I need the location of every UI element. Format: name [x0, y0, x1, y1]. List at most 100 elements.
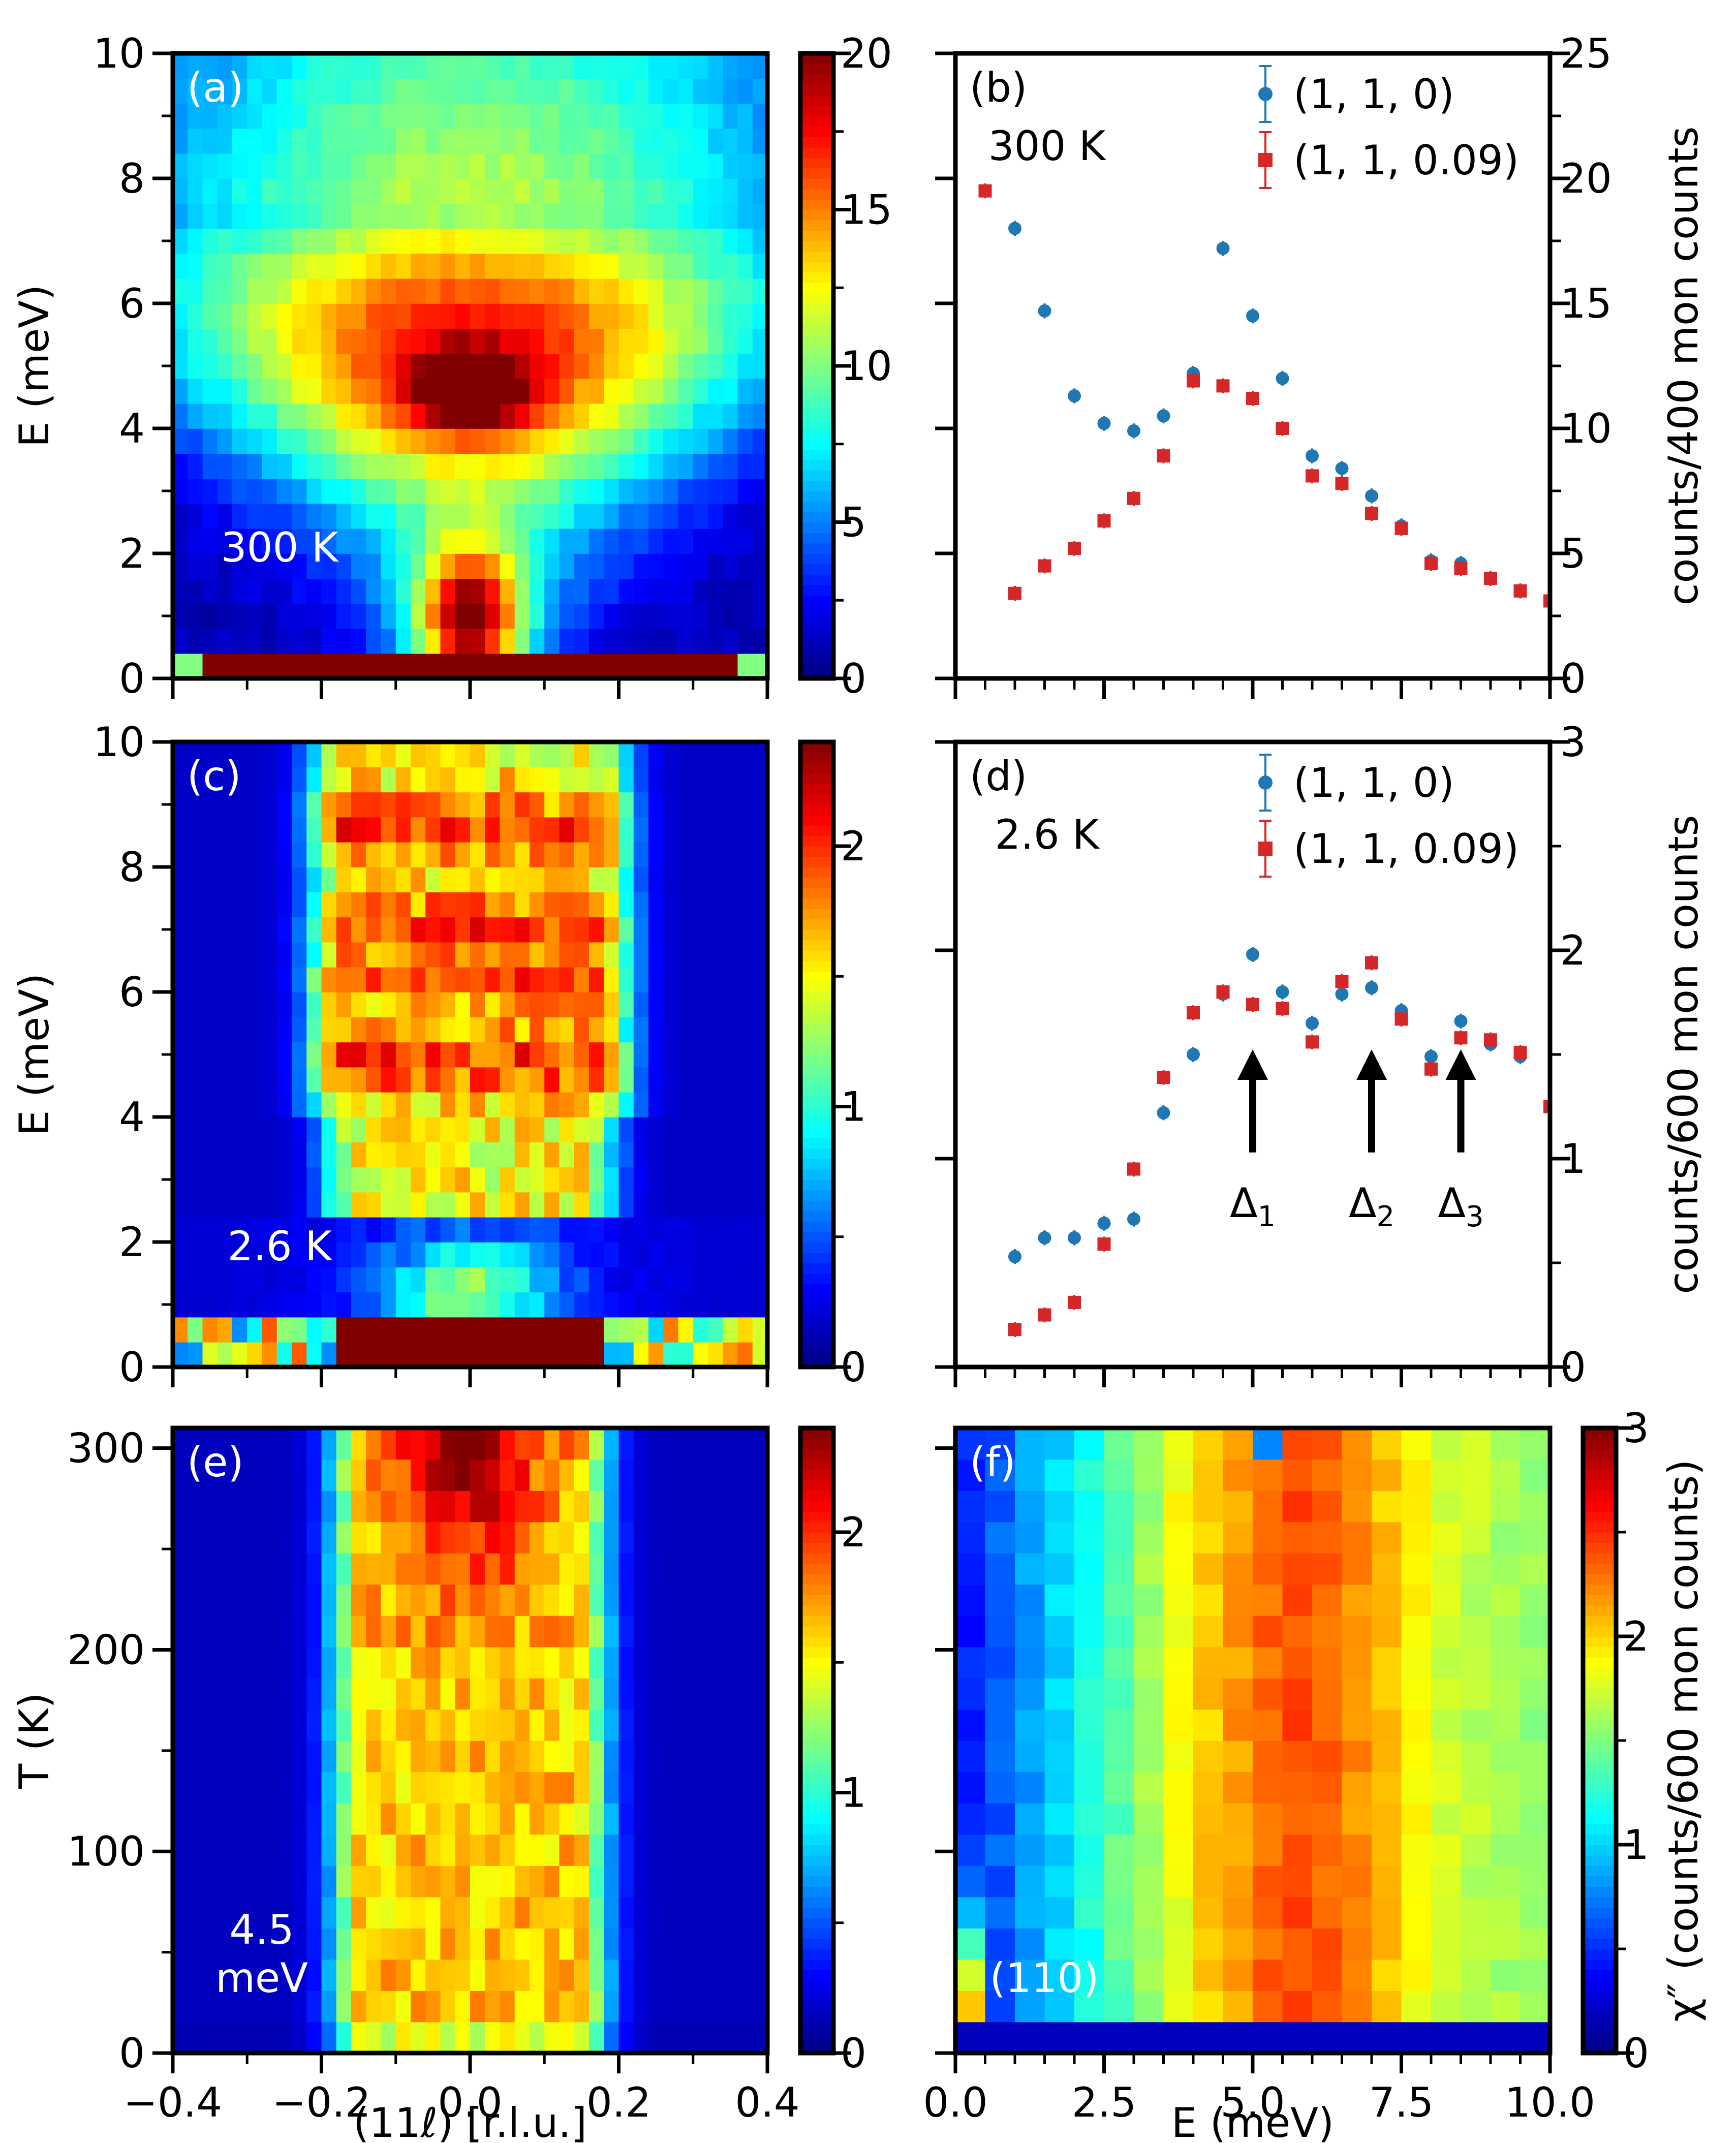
- heatmap-cell: [1015, 1803, 1045, 1835]
- heatmap-cell: [336, 153, 352, 179]
- heatmap-cell: [1253, 1678, 1283, 1710]
- heatmap-cell: [173, 1991, 189, 2023]
- energy-annotation-unit: meV: [215, 1954, 308, 2002]
- heatmap-cell: [1312, 1741, 1343, 1773]
- heatmap-cell: [306, 1242, 322, 1267]
- heatmap-cell: [217, 1991, 233, 2023]
- heatmap-cell: [633, 628, 649, 654]
- heatmap-cell: [232, 967, 248, 992]
- heatmap-cell: [395, 1803, 411, 1835]
- heatmap-cell: [1223, 1490, 1253, 1523]
- heatmap-cell: [633, 153, 649, 179]
- heatmap-cell: [589, 1678, 605, 1710]
- heatmap-cell: [262, 328, 277, 354]
- heatmap-cell: [633, 178, 649, 204]
- colorbar-swatch: [800, 1480, 833, 1491]
- heatmap-cell: [693, 967, 708, 992]
- heatmap-cell: [232, 1317, 248, 1343]
- heatmap-cell: [559, 578, 575, 604]
- heatmap-cell: [411, 1242, 426, 1267]
- heatmap-cell: [1193, 1428, 1224, 1460]
- heatmap-cell: [351, 1117, 367, 1142]
- heatmap-cell: [292, 1117, 307, 1142]
- heatmap-cell: [440, 1042, 456, 1068]
- heatmap-cell: [604, 1928, 619, 1960]
- heatmap-cell: [455, 578, 471, 604]
- heatmap-cell: [395, 742, 411, 767]
- heatmap-cell: [618, 1959, 634, 1991]
- heatmap-cell: [485, 1067, 501, 1093]
- heatmap-cell: [985, 1897, 1015, 1929]
- heatmap-cell: [514, 1616, 530, 1648]
- heatmap-cell: [678, 1647, 694, 1679]
- heatmap-cell: [336, 1928, 352, 1960]
- heatmap-cell: [395, 178, 411, 204]
- heatmap-cell: [574, 1647, 590, 1679]
- heatmap-cell: [1491, 1897, 1521, 1929]
- heatmap-cell: [217, 1342, 233, 1368]
- heatmap-cell: [500, 428, 515, 454]
- heatmap-cell: [589, 1317, 605, 1343]
- heatmap-cell: [1461, 1803, 1491, 1835]
- heatmap-cell: [336, 578, 352, 604]
- heatmap-cell: [500, 992, 515, 1017]
- heatmap-cell: [1163, 1897, 1194, 1929]
- heatmap-cell: [366, 528, 382, 554]
- heatmap-cell: [1431, 1647, 1462, 1679]
- heatmap-cell: [262, 1834, 277, 1866]
- heatmap-cell: [455, 1242, 471, 1267]
- heatmap-cell: [366, 1117, 382, 1142]
- heatmap-cell: [440, 767, 456, 793]
- heatmap-cell: [1015, 1647, 1045, 1679]
- colorbar-swatch: [800, 1532, 833, 1543]
- colorbar-tick-label: 15: [841, 187, 892, 234]
- heatmap-cell: [514, 503, 530, 529]
- heatmap-cell: [589, 1292, 605, 1318]
- heatmap-cell: [500, 1017, 515, 1043]
- heatmap-cell: [678, 1741, 694, 1773]
- heatmap-cell: [723, 917, 738, 943]
- heatmap-cell: [366, 1192, 382, 1218]
- heatmap-cell: [440, 1741, 456, 1773]
- heatmap-cell: [500, 478, 515, 504]
- heatmap-cell: [202, 378, 218, 404]
- heatmap-cell: [633, 478, 649, 504]
- heatmap-cell: [693, 1709, 708, 1741]
- heatmap-cell: [618, 203, 634, 229]
- heatmap-cell: [395, 378, 411, 404]
- heatmap-cell: [321, 1584, 337, 1616]
- heatmap-cell: [708, 1959, 724, 1991]
- heatmap-cell: [633, 653, 649, 679]
- heatmap-cell: [381, 303, 396, 329]
- heatmap-cell: [366, 478, 382, 504]
- heatmap-cell: [366, 378, 382, 404]
- heatmap-cell: [723, 1490, 738, 1523]
- heatmap-cell: [604, 1834, 619, 1866]
- colorbar-tick-label: 0: [841, 655, 866, 702]
- heatmap-cell: [173, 1067, 189, 1093]
- heatmap-cell: [395, 1067, 411, 1093]
- heatmap-cell: [1104, 1459, 1134, 1491]
- heatmap-cell: [530, 653, 545, 679]
- heatmap-cell: [321, 792, 337, 818]
- heatmap-cell: [1134, 1428, 1164, 1460]
- heatmap-cell: [232, 628, 248, 654]
- heatmap-cell: [589, 103, 605, 129]
- heatmap-cell: [366, 1616, 382, 1648]
- heatmap-cell: [366, 1242, 382, 1267]
- heatmap-cell: [544, 792, 560, 818]
- heatmap-cell: [425, 1521, 441, 1554]
- heatmap-cell: [544, 1928, 560, 1960]
- heatmap-cell: [276, 1647, 292, 1679]
- heatmap-cell: [425, 1553, 441, 1585]
- heatmap-cell: [678, 1217, 694, 1243]
- heatmap-cell: [514, 942, 530, 968]
- heatmap-cell: [262, 228, 277, 254]
- heatmap-cell: [276, 942, 292, 968]
- heatmap-cell: [604, 1042, 619, 1068]
- heatmap-cell: [306, 1834, 322, 1866]
- heatmap-cell: [440, 153, 456, 179]
- heatmap-cell: [1253, 1772, 1283, 1804]
- heatmap-cell: [306, 917, 322, 943]
- heatmap-cell: [351, 1897, 367, 1929]
